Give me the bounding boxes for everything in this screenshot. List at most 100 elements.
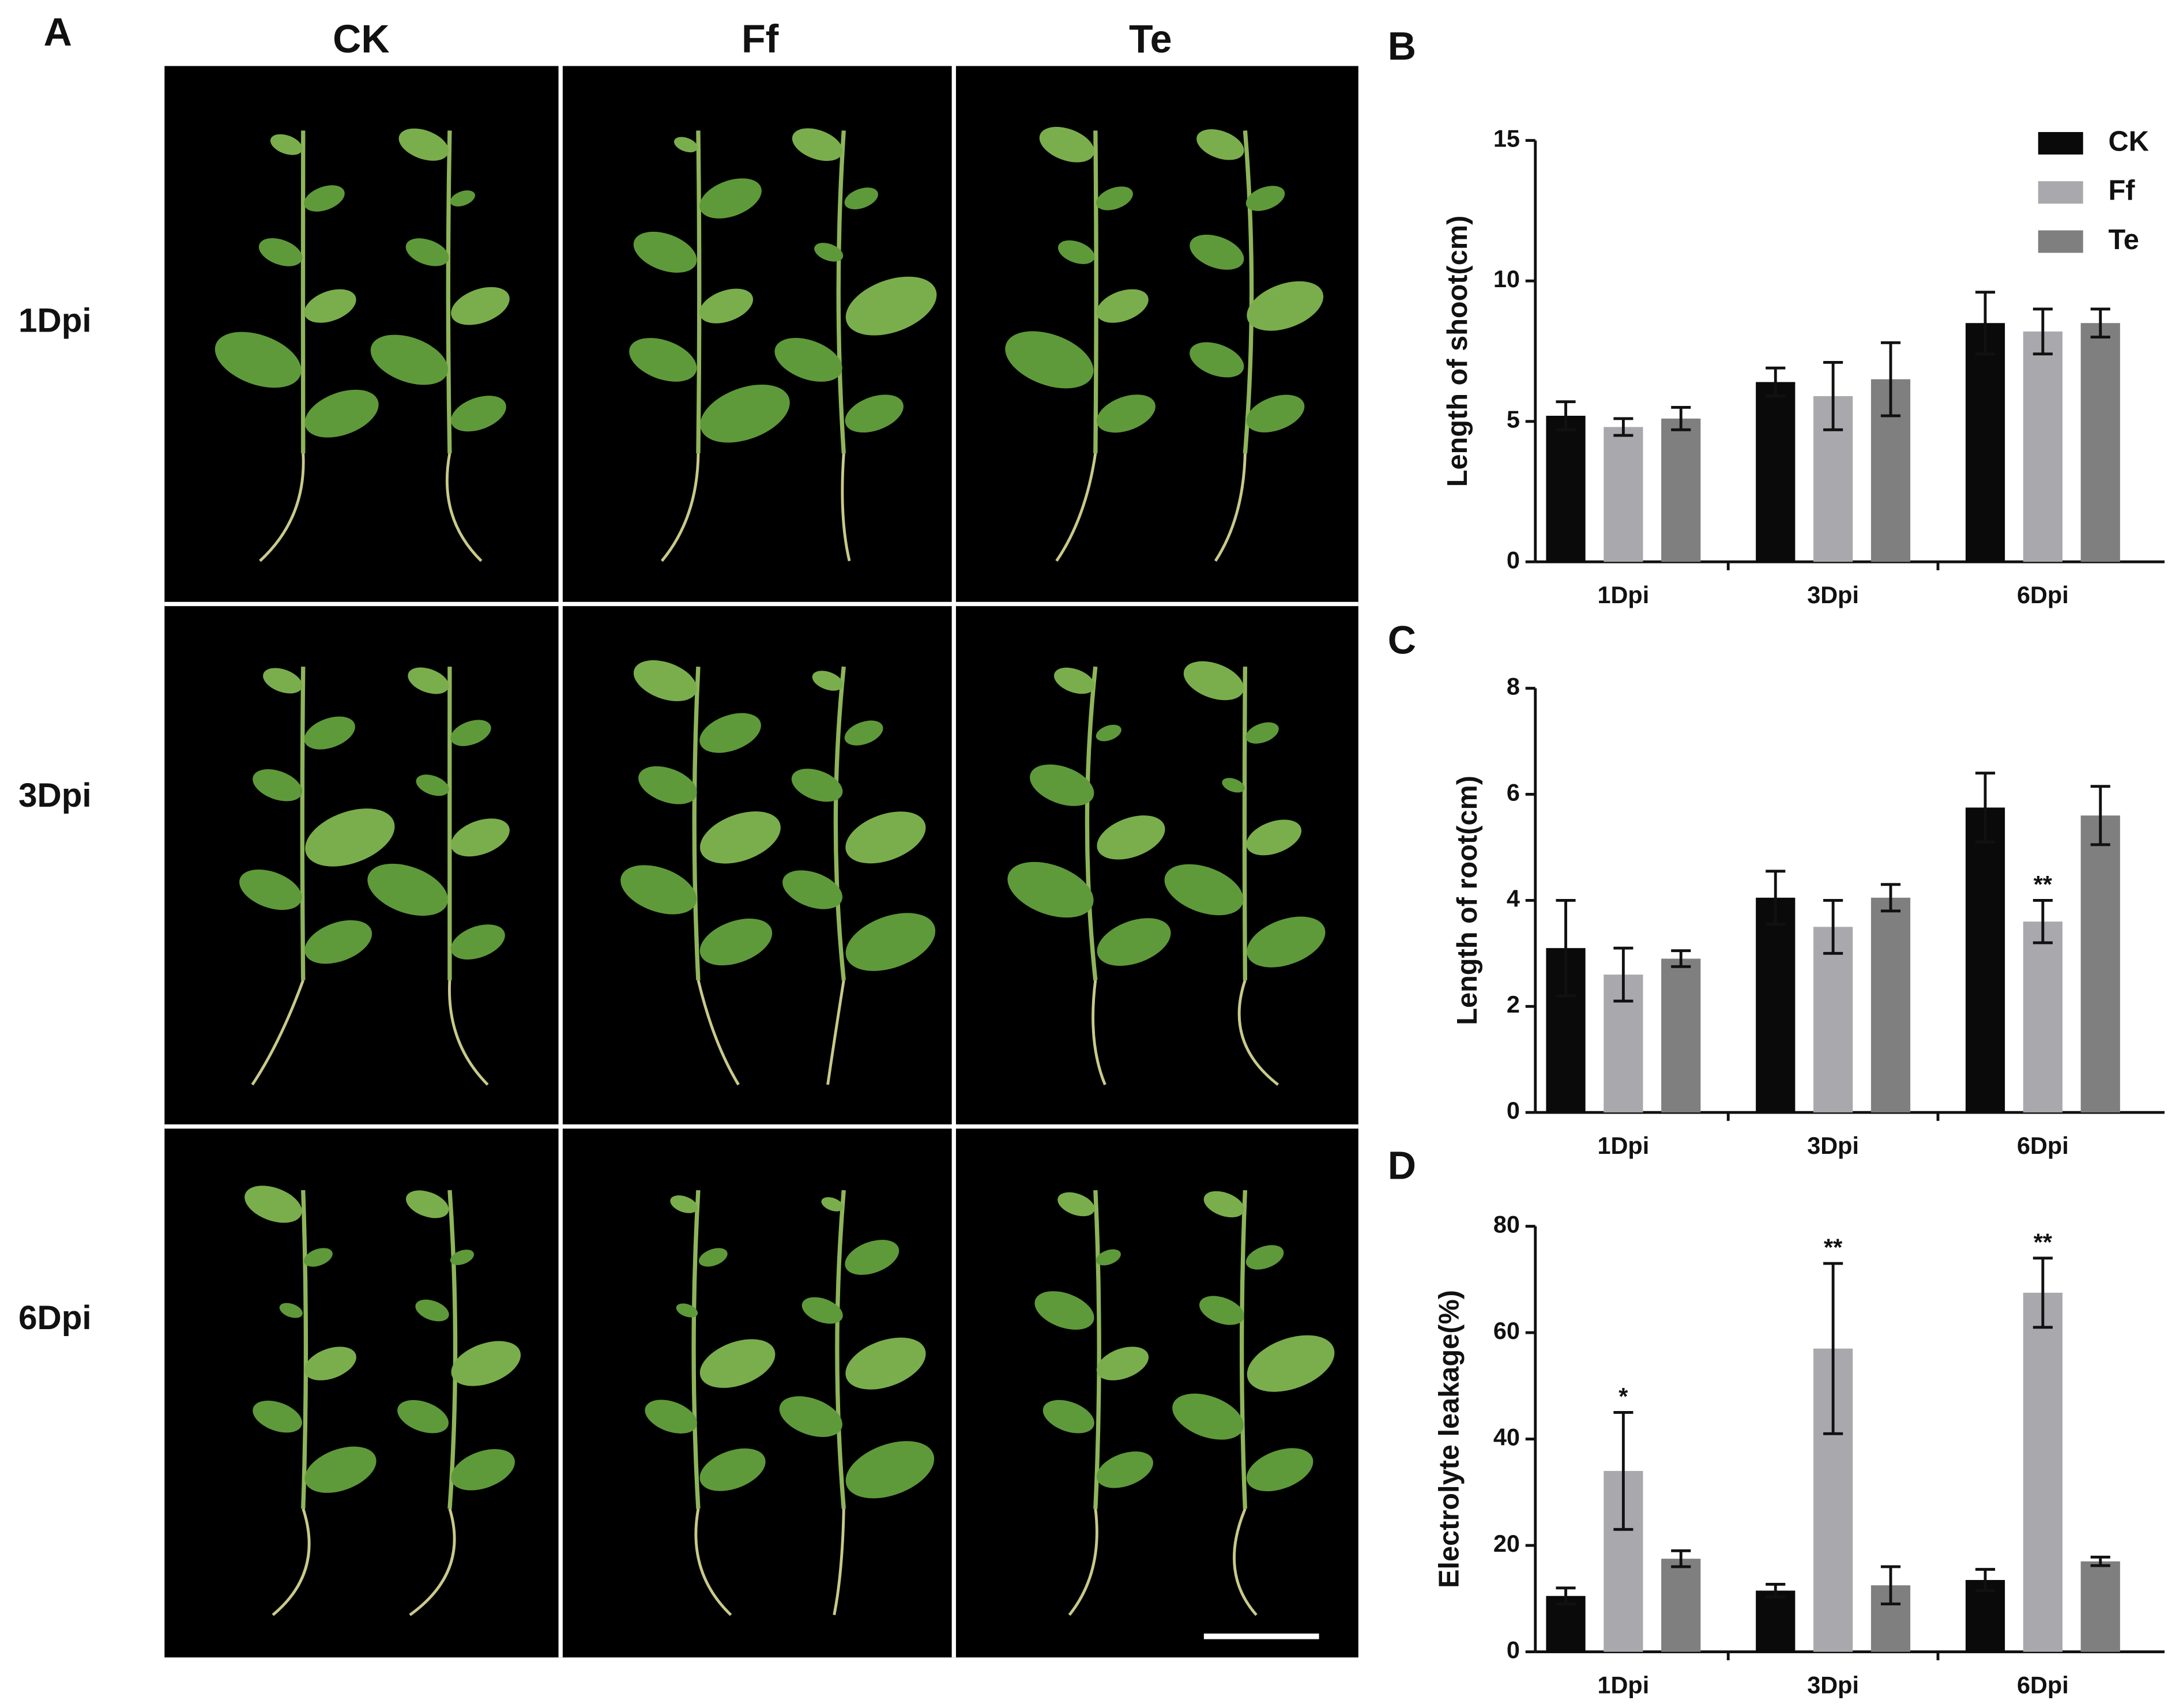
plant-root [1055,453,1097,562]
plant-leaf [450,720,491,746]
error-bar [1671,405,1691,431]
panel-letter: C [1388,619,1416,663]
error-bar [1671,1549,1691,1568]
legend-swatch [2038,230,2083,253]
plant-leaf [645,1399,697,1434]
error-bar [2090,307,2110,339]
plant-leaf [845,394,904,433]
significance-label: * [1619,1383,1628,1410]
panel-letter: A [44,10,72,54]
x-tick-label: 3Dpi [1807,1133,1859,1159]
plant-leaf [1057,240,1095,264]
plant-leaf [699,288,754,323]
plant-leaf [774,338,842,382]
bar [1661,418,1701,562]
plant-leaf [450,1250,475,1265]
plant-root [826,980,845,1085]
y-tick-label: 40 [1493,1424,1520,1450]
error-bar [2033,1256,2053,1329]
error-bar [1613,417,1634,437]
plant-stem [1093,1190,1101,1509]
plant-root [697,980,740,1086]
significance-label: ** [1824,1235,1843,1261]
plant-leaf [633,231,697,273]
plant-leaf [1245,1245,1284,1270]
plant-leaf [1203,1191,1244,1218]
plant-root [1092,980,1106,1086]
significance-label: ** [2034,1229,2053,1255]
legend-label: Ff [2109,175,2136,206]
y-tick-label: 60 [1493,1318,1520,1344]
plant-leaf [450,190,475,207]
plant-leaf [244,1186,302,1223]
y-tick-label: 0 [1507,1097,1520,1124]
plant-leaf [699,1248,728,1267]
plant-leaf [258,238,303,266]
x-tick-label: 3Dpi [1807,1672,1859,1698]
plant-leaf [699,1339,776,1388]
error-bar [1556,898,1576,998]
plant-leaf [845,811,926,864]
bar [2080,323,2120,562]
error-bar [1823,361,1843,431]
plant-root [1214,453,1247,562]
plant-stem [692,666,701,981]
plant-leaf [304,185,345,212]
plant-leaf [1007,861,1094,918]
plant-leaf [239,869,302,910]
y-tick-label: 6 [1507,779,1520,806]
x-tick-label: 1Dpi [1598,1672,1650,1698]
bar [2080,815,2120,1113]
x-tick-label: 1Dpi [1598,582,1650,608]
bar [2023,331,2062,562]
plant-leaf [1096,1346,1149,1380]
y-tick-label: 15 [1493,126,1520,152]
plant-leaf [1097,815,1165,860]
plant-leaf [304,716,355,750]
y-tick-label: 0 [1507,547,1520,573]
plant-leaf [779,1396,842,1438]
significance-label: ** [2034,871,2053,898]
bar [1965,807,2005,1113]
bar [1604,427,1643,562]
plant-root [409,1508,456,1616]
plant-stem [447,1190,458,1509]
legend-swatch [2038,131,2083,155]
y-tick-label: 8 [1507,674,1520,700]
plant-leaf [1247,281,1324,331]
y-tick-label: 10 [1493,266,1520,292]
error-bar [1880,341,1901,417]
plant-leaf [304,1446,377,1493]
plant-root [448,980,489,1086]
plant-root [272,1508,311,1616]
plant-leaf [845,1441,935,1499]
row-label: 1Dpi [18,302,92,340]
plant-leaf [304,389,379,438]
bar [1756,1590,1796,1652]
plant-stem [1240,1190,1248,1509]
column-header: Ff [742,17,779,61]
plant-leaf [699,919,773,966]
plant-leaf [270,134,303,155]
plant-leaf [406,1190,449,1218]
x-tick-label: 1Dpi [1598,1133,1650,1159]
error-bar [2090,1555,2110,1567]
error-bar [1823,1262,1843,1435]
error-bar [1975,291,1996,356]
error-bar [1880,1565,1901,1605]
plant-leaf [1097,394,1156,433]
bar [1661,1559,1701,1652]
y-tick-label: 5 [1507,407,1520,433]
plant-leaf [1190,234,1244,270]
plant-leaf [450,396,506,432]
plant-leaf [1034,1291,1094,1330]
bar [1965,323,2005,562]
plant-leaf [451,1449,515,1491]
y-tick-label: 0 [1507,1637,1520,1664]
plant-leaf [1246,819,1302,856]
error-bar [2033,898,2053,945]
plant-leaf [700,811,781,864]
plant-leaf [1245,186,1285,211]
plant-stem [691,1190,701,1509]
